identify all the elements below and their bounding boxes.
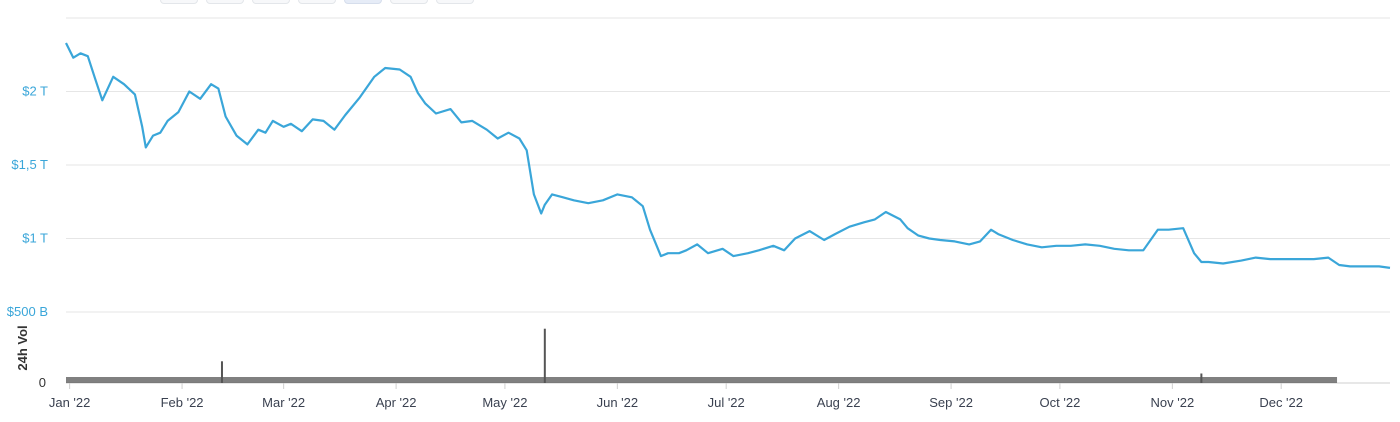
x-tick-label: Apr '22 bbox=[376, 395, 417, 410]
price-line-layer bbox=[65, 42, 1391, 269]
x-tick-label: Mar '22 bbox=[262, 395, 305, 410]
x-tick-label: Jul '22 bbox=[708, 395, 745, 410]
x-tick-label: Jan '22 bbox=[49, 395, 91, 410]
x-tick-label: Dec '22 bbox=[1259, 395, 1303, 410]
range-tabs bbox=[160, 0, 474, 4]
grid-layer bbox=[66, 17, 1390, 384]
volume-band bbox=[66, 377, 1338, 383]
x-tick-label: May '22 bbox=[482, 395, 527, 410]
y-tick-label: $1,5 T bbox=[11, 157, 48, 172]
y-tick-label: $1 T bbox=[22, 231, 48, 246]
x-tick-label: Oct '22 bbox=[1040, 395, 1081, 410]
volume-bar bbox=[543, 328, 546, 383]
x-tick-label: Aug '22 bbox=[817, 395, 861, 410]
x-tick-label: Feb '22 bbox=[161, 395, 204, 410]
volume-axis-label: 24h Vol bbox=[15, 325, 30, 370]
volume-tick-label: 0 bbox=[39, 375, 46, 390]
x-axis: Jan '22 Feb '22 Mar '22 Apr '22 May '22 Jun '… bbox=[49, 383, 1303, 410]
volume-panel bbox=[66, 328, 1338, 383]
x-tick-label: Nov '22 bbox=[1151, 395, 1195, 410]
y-tick-label: $2 T bbox=[22, 84, 48, 99]
x-tick-label: Jun '22 bbox=[597, 395, 639, 410]
volume-bar bbox=[220, 361, 223, 383]
y-tick-label: $500 B bbox=[7, 304, 48, 319]
x-tick-label: Sep '22 bbox=[929, 395, 973, 410]
price-line bbox=[65, 42, 1391, 269]
price-y-axis: $500 B $1 T $1,5 T $2 T 0 bbox=[7, 84, 48, 391]
volume-bar bbox=[1200, 373, 1203, 383]
